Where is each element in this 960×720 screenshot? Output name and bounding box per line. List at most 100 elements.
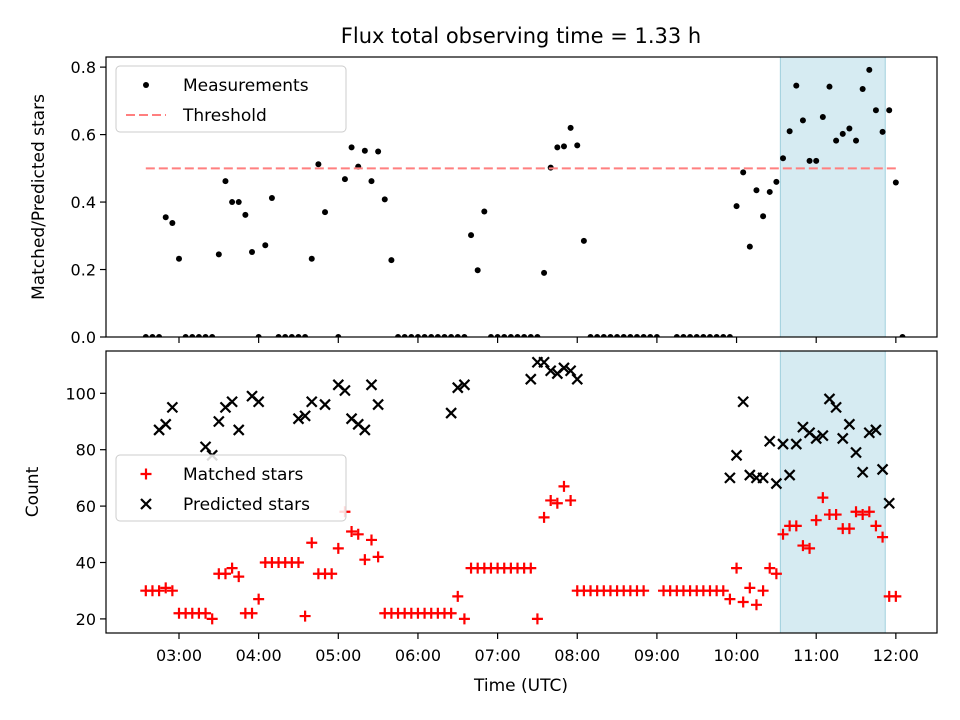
y-tick-label: 0.0 <box>71 328 96 347</box>
x-tick-label: 03:00 <box>156 646 202 665</box>
data-point <box>790 438 803 450</box>
data-point <box>876 463 889 476</box>
data-point <box>826 83 833 90</box>
data-point <box>757 585 769 597</box>
data-point <box>421 334 428 337</box>
data-point <box>707 334 713 337</box>
data-point <box>750 599 762 611</box>
data-point <box>713 334 720 337</box>
data-point <box>176 255 182 262</box>
legend: Matched stars Predicted stars <box>115 454 347 522</box>
data-point <box>730 449 743 462</box>
data-point <box>733 203 740 210</box>
data-point <box>790 520 802 532</box>
legend-marker <box>140 468 152 480</box>
legend-marker <box>140 498 152 510</box>
data-point <box>408 334 415 337</box>
data-point <box>843 418 856 431</box>
data-point <box>746 243 753 250</box>
data-point <box>607 334 614 337</box>
data-point <box>737 395 749 408</box>
data-point <box>156 334 163 337</box>
data-point <box>361 147 368 154</box>
data-point <box>653 334 660 337</box>
data-point <box>232 424 245 436</box>
data-point <box>764 562 776 574</box>
data-point <box>638 585 650 597</box>
data-point <box>209 334 216 337</box>
data-point <box>813 157 820 164</box>
data-point <box>823 393 836 405</box>
data-point <box>850 446 862 459</box>
data-point <box>863 506 875 518</box>
y-tick-label: 100 <box>65 384 96 403</box>
data-point <box>565 494 577 506</box>
x-tick-label: 11:00 <box>793 646 839 665</box>
data-point <box>305 395 318 408</box>
data-point <box>445 407 457 419</box>
data-point <box>700 334 707 337</box>
data-point <box>226 562 238 574</box>
data-point <box>587 334 594 337</box>
data-point <box>693 334 700 337</box>
data-point <box>414 334 421 337</box>
data-point <box>445 607 457 619</box>
data-point <box>534 334 541 337</box>
data-point <box>541 269 548 276</box>
data-point <box>899 334 906 337</box>
data-point <box>839 130 846 137</box>
data-point <box>322 209 329 216</box>
panel-1: 0.0 0.2 0.4 0.6 0.8 Matched/Predicted stars Me… <box>29 56 938 347</box>
data-point <box>564 364 577 377</box>
data-point <box>600 334 607 337</box>
data-point <box>252 395 265 408</box>
highlight-band <box>779 56 886 338</box>
highlight-band <box>779 350 886 634</box>
data-point <box>620 334 627 337</box>
data-point <box>202 334 209 337</box>
data-point <box>452 590 464 602</box>
data-point <box>365 379 378 391</box>
data-point <box>448 334 455 337</box>
data-point <box>189 334 196 337</box>
data-point <box>846 125 853 132</box>
data-point <box>359 424 371 436</box>
data-point <box>292 557 304 568</box>
data-point <box>673 334 680 337</box>
data-point <box>640 334 647 337</box>
y-tick-label: 60 <box>76 497 96 516</box>
data-point <box>359 554 371 566</box>
series-matched-stars <box>140 480 902 625</box>
panel-marks <box>142 66 906 337</box>
data-point <box>242 211 249 218</box>
data-point <box>514 334 521 337</box>
data-point <box>246 607 258 619</box>
data-point <box>527 334 534 337</box>
data-point <box>859 86 866 93</box>
data-point <box>474 267 481 274</box>
data-point <box>856 466 869 479</box>
data-point <box>169 219 176 226</box>
data-point <box>558 362 570 374</box>
data-point <box>804 542 816 554</box>
data-point <box>149 334 156 337</box>
y-tick-label: 40 <box>76 554 96 573</box>
data-point <box>870 424 882 436</box>
data-point <box>428 334 435 337</box>
data-point <box>883 497 895 510</box>
data-point <box>206 613 218 625</box>
data-point <box>166 401 179 414</box>
data-point <box>806 157 813 164</box>
data-point <box>594 334 601 337</box>
data-point <box>580 237 587 244</box>
data-point <box>680 334 687 337</box>
data-point <box>773 178 780 185</box>
y-axis-label: Count <box>23 466 43 517</box>
data-point <box>461 334 468 337</box>
y-tick-label: 80 <box>76 441 96 460</box>
x-tick-label: 10:00 <box>713 646 759 665</box>
data-point <box>525 562 537 574</box>
data-point <box>215 251 222 258</box>
legend-box <box>115 454 347 522</box>
